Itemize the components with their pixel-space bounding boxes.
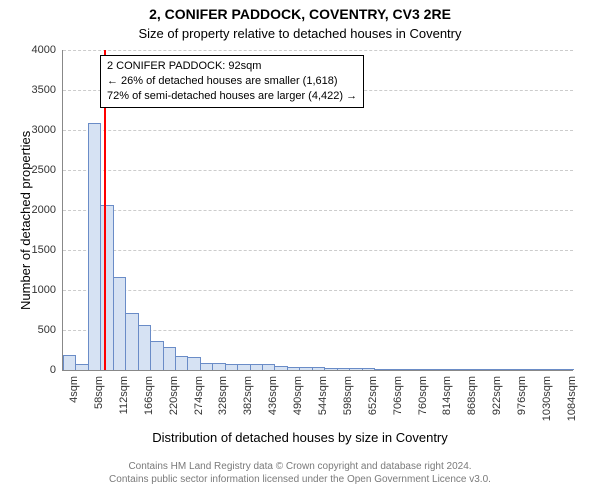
- histogram-bar: [312, 367, 325, 370]
- annotation-line: 72% of semi-detached houses are larger (…: [107, 89, 357, 104]
- histogram-bar: [386, 369, 399, 370]
- histogram-bar: [523, 369, 536, 370]
- x-tick-label: 976sqm: [516, 376, 528, 424]
- x-tick-label: 4sqm: [68, 376, 80, 424]
- y-tick-label: 2000: [0, 204, 56, 216]
- footer-text: Contains HM Land Registry data © Crown c…: [0, 460, 600, 486]
- histogram-bar: [461, 369, 474, 370]
- x-tick-label: 490sqm: [292, 376, 304, 424]
- x-tick-label: 274sqm: [193, 376, 205, 424]
- x-tick-label: 544sqm: [317, 376, 329, 424]
- histogram-bar: [274, 366, 287, 370]
- histogram-bar: [498, 369, 511, 370]
- histogram-bar: [100, 205, 113, 370]
- footer-line-1: Contains HM Land Registry data © Crown c…: [0, 460, 600, 473]
- y-tick-label: 3000: [0, 124, 56, 136]
- x-tick-label: 868sqm: [466, 376, 478, 424]
- histogram-bar: [150, 341, 163, 370]
- x-tick-label: 436sqm: [267, 376, 279, 424]
- histogram-bar: [125, 313, 138, 370]
- histogram-bar: [411, 369, 424, 370]
- x-tick-label: 382sqm: [242, 376, 254, 424]
- x-tick-label: 58sqm: [93, 376, 105, 424]
- histogram-bar: [113, 277, 126, 370]
- y-tick-label: 2500: [0, 164, 56, 176]
- x-tick-label: 1030sqm: [541, 376, 553, 424]
- histogram-bar: [287, 367, 300, 370]
- histogram-bar: [324, 368, 337, 370]
- histogram-bar: [299, 367, 312, 370]
- x-axis-label: Distribution of detached houses by size …: [0, 430, 600, 445]
- annotation-line: 2 CONIFER PADDOCK: 92sqm: [107, 59, 357, 74]
- x-tick-label: 814sqm: [441, 376, 453, 424]
- y-tick-label: 500: [0, 324, 56, 336]
- histogram-bar: [374, 369, 387, 370]
- x-tick-label: 706sqm: [392, 376, 404, 424]
- x-tick-label: 922sqm: [491, 376, 503, 424]
- histogram-bar: [187, 357, 200, 370]
- histogram-bar: [548, 369, 561, 370]
- histogram-bar: [424, 369, 437, 370]
- footer-line-2: Contains public sector information licen…: [0, 473, 600, 486]
- histogram-bar: [486, 369, 499, 370]
- x-tick-label: 166sqm: [143, 376, 155, 424]
- histogram-bar: [511, 369, 524, 370]
- histogram-bar: [163, 347, 176, 370]
- histogram-bar: [399, 369, 412, 370]
- y-tick-label: 1500: [0, 244, 56, 256]
- histogram-bar: [337, 368, 350, 370]
- histogram-bar: [473, 369, 486, 370]
- histogram-bar: [88, 123, 101, 370]
- histogram-bar: [362, 368, 375, 370]
- chart-subtitle: Size of property relative to detached ho…: [0, 26, 600, 41]
- x-tick-label: 760sqm: [417, 376, 429, 424]
- histogram-bar: [63, 355, 76, 370]
- x-tick-label: 652sqm: [367, 376, 379, 424]
- histogram-bar: [561, 369, 574, 370]
- histogram-bar: [436, 369, 449, 370]
- x-tick-label: 220sqm: [168, 376, 180, 424]
- annotation-box: 2 CONIFER PADDOCK: 92sqm← 26% of detache…: [100, 55, 364, 108]
- y-tick-label: 3500: [0, 84, 56, 96]
- histogram-bar: [138, 325, 151, 370]
- histogram-bar: [262, 364, 275, 370]
- histogram-bar: [75, 364, 88, 370]
- x-tick-label: 328sqm: [217, 376, 229, 424]
- chart-title: 2, CONIFER PADDOCK, COVENTRY, CV3 2RE: [0, 6, 600, 22]
- histogram-bar: [449, 369, 462, 370]
- y-tick-label: 4000: [0, 44, 56, 56]
- x-tick-label: 598sqm: [342, 376, 354, 424]
- y-tick-label: 1000: [0, 284, 56, 296]
- histogram-bar: [175, 356, 188, 370]
- histogram-bar: [237, 364, 250, 370]
- histogram-bar: [536, 369, 549, 370]
- histogram-bar: [200, 363, 213, 370]
- annotation-line: ← 26% of detached houses are smaller (1,…: [107, 74, 357, 89]
- histogram-bar: [250, 364, 263, 370]
- y-tick-label: 0: [0, 364, 56, 376]
- histogram-bar: [225, 364, 238, 370]
- x-tick-label: 112sqm: [118, 376, 130, 424]
- x-tick-label: 1084sqm: [566, 376, 578, 424]
- histogram-bar: [212, 363, 225, 370]
- histogram-bar: [349, 368, 362, 370]
- property-size-histogram: 2, CONIFER PADDOCK, COVENTRY, CV3 2RE Si…: [0, 0, 600, 500]
